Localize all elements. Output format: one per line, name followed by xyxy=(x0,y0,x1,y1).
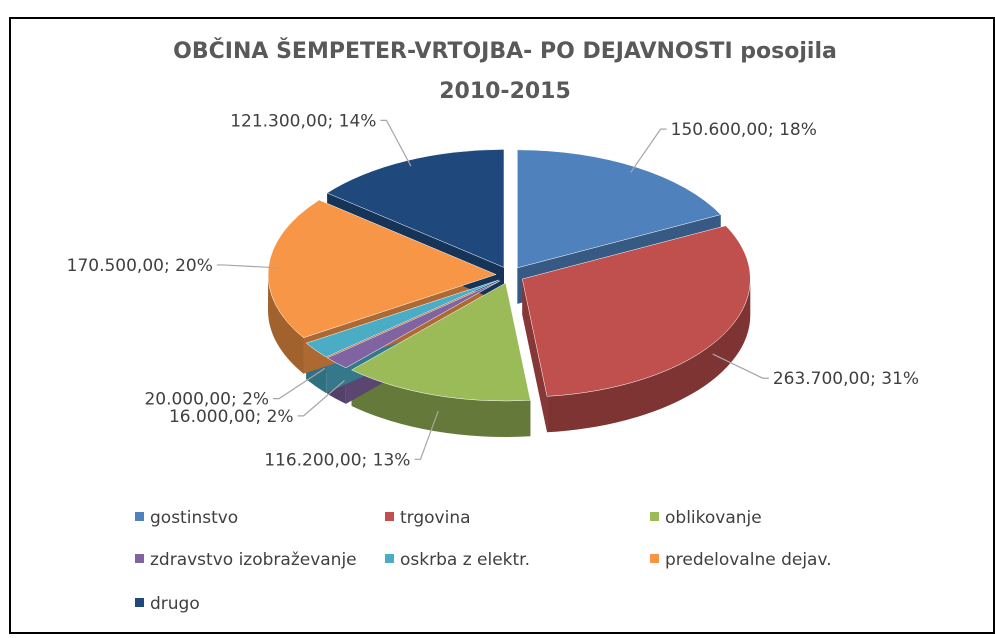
data-label: 150.600,00; 18% xyxy=(671,120,817,140)
slice-side xyxy=(268,274,304,374)
legend-label: predelovalne dejav. xyxy=(665,550,832,570)
data-label: 20.000,00; 2% xyxy=(144,390,269,410)
data-label: 16.000,00; 2% xyxy=(169,407,294,427)
legend-label: gostinstvo xyxy=(150,508,238,528)
data-label: 170.500,00; 20% xyxy=(67,256,213,276)
legend-label: oblikovanje xyxy=(665,508,762,528)
legend-swatch xyxy=(385,554,394,563)
chart-title: OBČINA ŠEMPETER-VRTOJBA- PO DEJAVNOSTI p… xyxy=(173,38,837,104)
legend-swatch xyxy=(135,512,144,521)
leader-line xyxy=(297,380,345,417)
legend-label: drugo xyxy=(150,594,200,614)
slice-wall xyxy=(522,279,548,433)
slice xyxy=(326,149,505,268)
data-label: 263.700,00; 31% xyxy=(773,369,919,389)
legend-swatch xyxy=(135,598,144,607)
data-label: 121.300,00; 14% xyxy=(230,111,376,131)
legend-swatch xyxy=(650,554,659,563)
leader-line xyxy=(414,410,439,460)
slice xyxy=(305,279,499,358)
slice xyxy=(517,149,722,269)
slice xyxy=(351,282,531,402)
data-label: 116.200,00; 13% xyxy=(264,450,410,470)
leader-line xyxy=(273,367,326,400)
leader-line xyxy=(630,128,667,173)
legend-label: zdravstvo izobraževanje xyxy=(150,550,357,570)
legend-swatch xyxy=(135,554,144,563)
leader-line xyxy=(712,353,769,379)
leader-line xyxy=(216,264,280,269)
slice xyxy=(522,225,751,397)
legend-label: trgovina xyxy=(400,508,471,528)
legend-swatch xyxy=(385,512,394,521)
leader-line xyxy=(380,119,412,167)
slice-side xyxy=(547,279,751,433)
legend-label: oskrba z elektr. xyxy=(400,550,530,570)
slice xyxy=(326,280,501,369)
legend-swatch xyxy=(650,512,659,521)
